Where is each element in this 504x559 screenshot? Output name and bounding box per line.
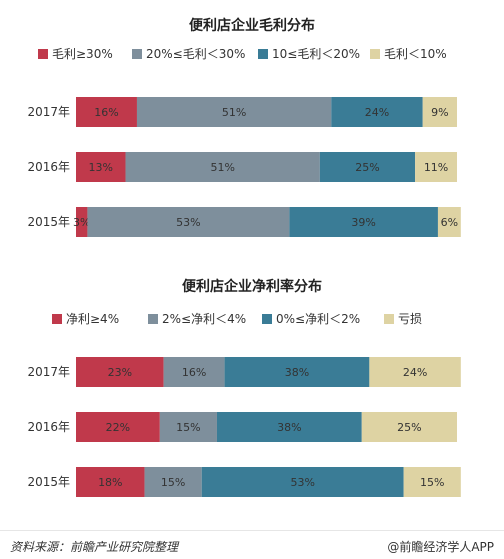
data-label: 9% <box>431 106 448 119</box>
bar-segment <box>76 152 126 182</box>
bar-segment <box>289 207 438 237</box>
data-label: 25% <box>355 161 379 174</box>
category-label: 2016年 <box>27 160 70 174</box>
category-label: 2015年 <box>27 475 70 489</box>
data-label: 39% <box>351 216 375 229</box>
bar-segment <box>76 207 88 237</box>
bar-segment <box>331 97 423 127</box>
bar-segment <box>163 357 225 387</box>
bar-segment <box>125 152 320 182</box>
category-label: 2015年 <box>27 215 70 229</box>
legend-swatch <box>148 314 158 324</box>
legend-swatch <box>258 49 268 59</box>
bar-segment <box>437 207 461 237</box>
data-label: 51% <box>210 161 234 174</box>
data-label: 24% <box>365 106 389 119</box>
bar-segment <box>201 467 404 497</box>
bar-segment <box>224 357 370 387</box>
data-label: 18% <box>98 476 122 489</box>
data-label: 16% <box>94 106 118 119</box>
legend-label: 20%≤毛利＜30% <box>146 47 245 61</box>
data-label: 25% <box>397 421 421 434</box>
legend-label: 0%≤净利＜2% <box>276 312 360 326</box>
brand-credit: @前瞻经济学人APP <box>387 540 494 554</box>
bar-segment <box>87 207 290 237</box>
data-label: 16% <box>182 366 206 379</box>
data-label: 15% <box>161 476 185 489</box>
bar-segment <box>159 412 217 442</box>
bar-segment <box>369 357 461 387</box>
bar-segment <box>216 412 362 442</box>
bar-segment <box>76 97 137 127</box>
data-label: 51% <box>222 106 246 119</box>
legend-swatch <box>52 314 62 324</box>
bar-segment <box>361 412 457 442</box>
data-label: 38% <box>277 421 301 434</box>
legend-swatch <box>262 314 272 324</box>
legend-swatch <box>370 49 380 59</box>
chart-title: 便利店企业毛利分布 <box>189 17 315 34</box>
bar-segment <box>136 97 332 127</box>
data-label: 23% <box>108 366 132 379</box>
data-label: 13% <box>89 161 113 174</box>
data-label: 53% <box>176 216 200 229</box>
data-label: 15% <box>420 476 444 489</box>
legend-label: 净利≥4% <box>66 312 119 326</box>
data-label: 3% <box>73 216 90 229</box>
data-label: 22% <box>106 421 130 434</box>
data-label: 24% <box>403 366 427 379</box>
category-label: 2016年 <box>27 420 70 434</box>
legend-label: 亏损 <box>398 312 422 326</box>
data-label: 15% <box>176 421 200 434</box>
bar-segment <box>144 467 202 497</box>
category-label: 2017年 <box>27 365 70 379</box>
legend-swatch <box>384 314 394 324</box>
data-label: 6% <box>441 216 458 229</box>
legend-label: 2%≤净利＜4% <box>162 312 246 326</box>
bar-segment <box>415 152 457 182</box>
category-label: 2017年 <box>27 105 70 119</box>
bar-segment <box>403 467 461 497</box>
legend-label: 毛利≥30% <box>52 47 113 61</box>
legend-label: 10≤毛利＜20% <box>272 47 360 61</box>
data-label: 53% <box>290 476 314 489</box>
bar-segment <box>76 357 164 387</box>
bar-segment <box>76 412 160 442</box>
bar-segment <box>76 467 145 497</box>
bar-segment <box>422 97 457 127</box>
footer: 资料来源：前瞻产业研究院整理 @前瞻经济学人APP <box>0 530 504 559</box>
data-label: 38% <box>285 366 309 379</box>
legend-swatch <box>132 49 142 59</box>
data-label: 11% <box>424 161 448 174</box>
source-note: 资料来源：前瞻产业研究院整理 <box>10 540 179 554</box>
chart-title: 便利店企业净利率分布 <box>182 278 322 295</box>
bar-segment <box>319 152 416 182</box>
legend-swatch <box>38 49 48 59</box>
legend-label: 毛利＜10% <box>384 47 447 61</box>
